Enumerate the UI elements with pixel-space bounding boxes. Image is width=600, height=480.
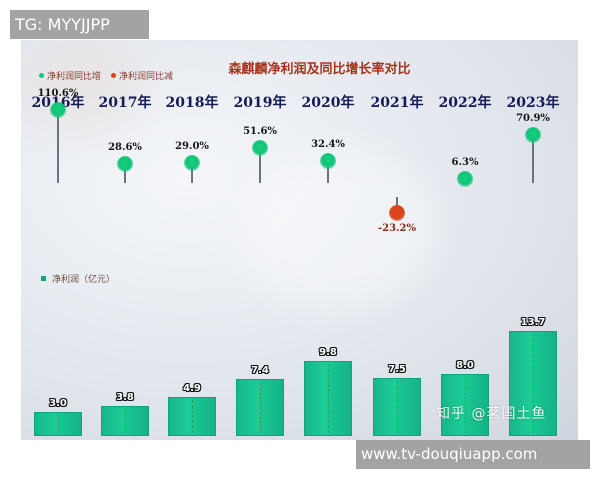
- pin-stem: [191, 163, 193, 183]
- profit-bar: [168, 397, 216, 436]
- year-label: 2023年: [506, 95, 560, 111]
- year-label: 2020年: [301, 95, 355, 111]
- growth-value-label: 110.6%: [37, 88, 79, 99]
- growth-value-label: 51.6%: [243, 125, 277, 137]
- pin-increase-marker: [252, 139, 268, 156]
- pin-decrease-marker: [389, 205, 405, 221]
- growth-value-label: 6.3%: [451, 156, 479, 168]
- profit-value-label: 4.9: [183, 383, 201, 395]
- growth-legend: 净利润同比增 净利润同比减: [39, 69, 173, 82]
- growth-value-label: 70.9%: [516, 112, 550, 124]
- legend-increase: 净利润同比增: [39, 69, 101, 82]
- profit-bar: [304, 360, 352, 436]
- growth-value-label: 29.0%: [175, 141, 209, 153]
- pin-stem: [124, 163, 126, 183]
- year-label: 2022年: [438, 95, 492, 111]
- pin-increase-marker: [457, 170, 473, 187]
- profit-value-label: 3.8: [116, 391, 134, 403]
- legend-decrease-label: 净利润同比减: [119, 72, 174, 82]
- pin-stem: [532, 134, 534, 183]
- source-watermark: 知乎 @茗国土鱼: [436, 406, 547, 422]
- teal-square-icon: [41, 276, 46, 281]
- year-label: 2018年: [165, 95, 219, 111]
- watermark-top: TG: MYYJJPP: [10, 10, 149, 39]
- legend-increase-label: 净利润同比增: [47, 72, 102, 82]
- chart-title: 森麒麟净利润及同比增长率对比: [228, 62, 411, 77]
- profit-value-label: 9.8: [319, 346, 337, 358]
- growth-value-label: 28.6%: [108, 141, 142, 153]
- pin-increase-marker: [320, 152, 336, 169]
- pin-stem: [396, 197, 398, 211]
- profit-bar: [236, 378, 284, 436]
- profit-value-label: 3.0: [49, 397, 67, 409]
- profit-legend-label: 净利润（亿元）: [52, 275, 116, 285]
- profit-value-label: 13.7: [520, 317, 546, 329]
- pin-stem: [57, 110, 59, 183]
- profit-bar: [34, 411, 82, 436]
- pin-increase-marker: [117, 155, 133, 172]
- growth-value-label: -23.2%: [377, 223, 416, 234]
- year-label: 2021年: [370, 95, 424, 111]
- background-haze: [21, 40, 141, 130]
- profit-value-label: 7.4: [251, 364, 269, 376]
- profit-bar: [441, 374, 489, 436]
- pin-stem: [327, 160, 329, 183]
- profit-bar: [373, 377, 421, 436]
- growth-value-label: 32.4%: [311, 138, 345, 150]
- pin-stem: [259, 147, 261, 183]
- green-dot-icon: [39, 73, 44, 78]
- year-label: 2017年: [98, 95, 152, 111]
- profit-bar: [101, 405, 149, 436]
- chart-panel: 森麒麟净利润及同比增长率对比 净利润同比增 净利润同比减 2016年2017年2…: [21, 40, 578, 440]
- watermark-bottom: www.tv-douqiuapp.com: [356, 440, 590, 469]
- legend-decrease: 净利润同比减: [111, 69, 173, 82]
- profit-legend: 净利润（亿元）: [41, 272, 115, 285]
- red-dot-icon: [111, 73, 117, 78]
- year-label: 2019年: [233, 95, 287, 111]
- pin-increase-marker: [525, 126, 541, 143]
- profit-bar: [509, 331, 557, 436]
- pin-increase-marker: [184, 155, 200, 172]
- profit-value-label: 7.5: [388, 363, 406, 375]
- background-haze: [241, 150, 441, 310]
- pin-increase-marker: [50, 102, 66, 118]
- profit-value-label: 8.0: [456, 360, 474, 371]
